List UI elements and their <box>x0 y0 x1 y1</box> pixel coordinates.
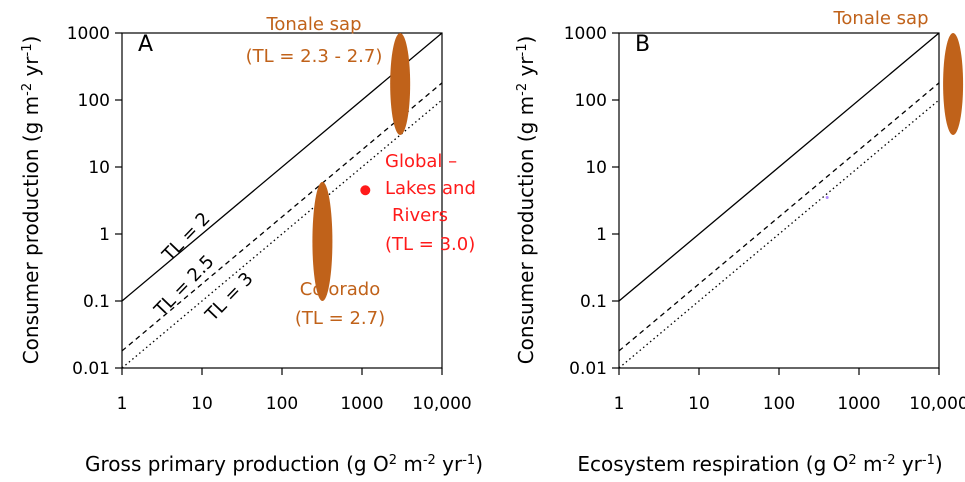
ellipse-tonale-sap <box>943 33 964 136</box>
data-point <box>825 196 829 200</box>
y-tick-label: 0.1 <box>83 292 110 312</box>
panel-b: 1 10 100 1000 10,000 0.01 0.1 1 10 100 1000 B Ton… <box>514 8 965 476</box>
global-label-line1: Global – <box>385 151 457 172</box>
reference-line-solid <box>121 32 443 302</box>
tonale-label-b: Tonale sap <box>832 8 928 29</box>
reference-line-dashed <box>618 82 940 352</box>
y-tick-label: 1000 <box>67 24 110 44</box>
y-tick-label: 10 <box>88 158 110 178</box>
global-label-line2: Lakes and <box>385 178 476 199</box>
reference-line-dotted <box>618 99 940 369</box>
y-axis-title-a: Consumer production (g m-2 yr-1) <box>19 36 43 365</box>
ellipse-tonale-sap <box>390 33 411 136</box>
x-tick-label: 1 <box>614 394 625 414</box>
reference-line-dashed <box>121 82 443 352</box>
tonale-label-a: Tonale sap <box>265 14 361 35</box>
y-tick-label: 100 <box>78 91 110 111</box>
reference-line-solid <box>618 32 940 302</box>
x-tick-label: 10 <box>688 394 710 414</box>
colorado-tl-label: (TL = 2.7) <box>295 308 385 329</box>
global-label-line4: (TL = 3.0) <box>385 234 475 255</box>
y-tick-label: 1 <box>596 225 607 245</box>
ellipse-colorado <box>312 181 333 301</box>
colorado-label: Colorado <box>300 279 380 300</box>
y-tick-label: 100 <box>575 91 607 111</box>
x-tick-label: 1 <box>117 394 128 414</box>
y-axis-title-b: Consumer production (g m-2 yr-1) <box>514 36 538 365</box>
plot-frame-b <box>618 32 940 369</box>
x-tick-label: 10,000 <box>909 394 965 414</box>
reference-line-dotted <box>121 99 443 369</box>
x-axis-title-a: Gross primary production (g O2 m-2 yr-1) <box>85 452 483 476</box>
data-point <box>360 185 371 196</box>
x-axis-title-b: Ecosystem respiration (g O2 m-2 yr-1) <box>577 452 942 476</box>
tl3-label: TL = 3 <box>201 268 258 326</box>
panel-label-b: B <box>635 32 650 57</box>
y-tick-label: 10 <box>585 158 607 178</box>
x-tick-label: 1000 <box>340 394 383 414</box>
panel-a: 1 10 100 1000 10,000 0.01 0.1 1 10 100 1000 A Ton… <box>19 14 483 476</box>
x-tick-label: 100 <box>266 394 298 414</box>
tonale-tl-label-a: (TL = 2.3 - 2.7) <box>246 46 383 67</box>
x-tick-label: 1000 <box>837 394 880 414</box>
y-tick-label: 1000 <box>564 24 607 44</box>
y-tick-label: 1 <box>99 225 110 245</box>
global-label-line3: Rivers <box>392 205 448 226</box>
x-tick-label: 10 <box>191 394 213 414</box>
panel-label-a: A <box>138 32 153 57</box>
y-tick-label: 0.01 <box>72 359 110 379</box>
y-tick-label: 0.01 <box>569 359 607 379</box>
y-tick-label: 0.1 <box>580 292 607 312</box>
x-tick-label: 100 <box>763 394 795 414</box>
x-tick-label: 10,000 <box>412 394 471 414</box>
